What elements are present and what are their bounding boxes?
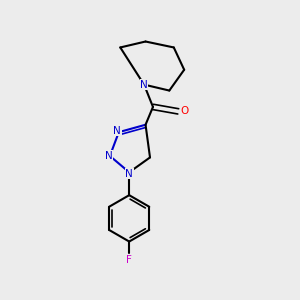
Text: O: O [181, 106, 189, 116]
Text: N: N [125, 169, 133, 179]
Text: N: N [140, 80, 148, 90]
Text: N: N [104, 151, 112, 161]
Text: F: F [126, 255, 132, 265]
Text: N: N [113, 126, 121, 136]
